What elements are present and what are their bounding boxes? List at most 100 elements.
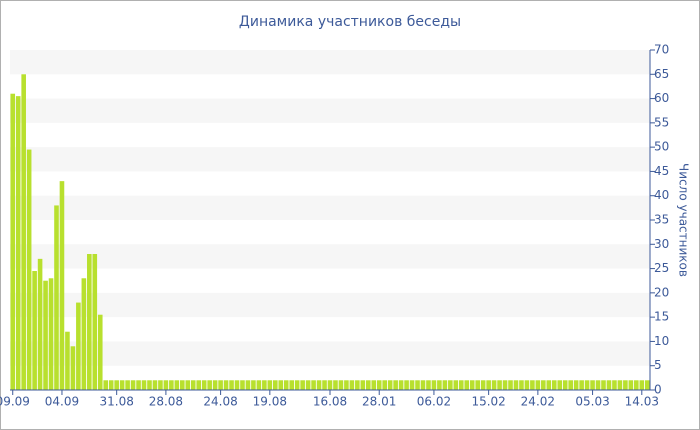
bar bbox=[147, 380, 152, 390]
bar bbox=[617, 380, 623, 390]
bar bbox=[541, 380, 546, 390]
bar bbox=[311, 380, 316, 390]
bar bbox=[300, 380, 305, 390]
bar bbox=[420, 380, 426, 390]
bar bbox=[70, 346, 76, 390]
bar bbox=[393, 380, 398, 390]
bar bbox=[557, 380, 563, 390]
bar bbox=[10, 93, 16, 390]
bar bbox=[480, 380, 486, 390]
bar bbox=[245, 380, 251, 390]
bar bbox=[81, 278, 87, 390]
grid-bands bbox=[10, 50, 650, 366]
x-tick-label: 19.08 bbox=[253, 395, 287, 409]
bar bbox=[207, 380, 212, 390]
bar bbox=[562, 380, 568, 390]
bar bbox=[76, 302, 81, 390]
bar bbox=[628, 380, 634, 390]
bar bbox=[322, 380, 327, 390]
x-tick-label: 28.08 bbox=[149, 395, 183, 409]
bar bbox=[333, 380, 338, 390]
bar bbox=[530, 380, 535, 390]
bar bbox=[376, 380, 382, 390]
bar bbox=[251, 380, 256, 390]
bar bbox=[371, 380, 377, 390]
y-tick-label: 15 bbox=[654, 310, 669, 324]
bar bbox=[442, 380, 448, 390]
bar bbox=[453, 380, 459, 390]
bar bbox=[229, 380, 234, 390]
bar bbox=[546, 380, 552, 390]
bar bbox=[426, 380, 431, 390]
bar bbox=[223, 380, 229, 390]
bar bbox=[267, 380, 273, 390]
y-tick-label: 35 bbox=[654, 213, 669, 227]
bar bbox=[639, 380, 645, 390]
bar bbox=[262, 380, 267, 390]
bar bbox=[387, 380, 393, 390]
y-tick-label: 40 bbox=[654, 188, 669, 202]
bar bbox=[644, 380, 650, 390]
y-tick-label: 45 bbox=[654, 164, 669, 178]
bar bbox=[595, 380, 601, 390]
bar bbox=[65, 331, 70, 390]
bar bbox=[437, 380, 442, 390]
bar bbox=[26, 149, 32, 390]
bar bbox=[475, 380, 480, 390]
x-tick-label: 31.08 bbox=[99, 395, 133, 409]
chart-title: Динамика участников беседы bbox=[239, 14, 461, 30]
bar bbox=[125, 380, 130, 390]
y-tick-label: 30 bbox=[654, 237, 669, 251]
bar bbox=[174, 380, 180, 390]
bar bbox=[190, 380, 196, 390]
y-tick-label: 5 bbox=[654, 358, 662, 372]
bar bbox=[234, 380, 240, 390]
bar bbox=[464, 380, 470, 390]
bar bbox=[590, 380, 595, 390]
bar bbox=[398, 380, 404, 390]
bar bbox=[327, 380, 333, 390]
y-tick-label: 60 bbox=[654, 91, 669, 105]
bar bbox=[43, 280, 48, 390]
grid-band bbox=[10, 147, 650, 172]
bar bbox=[273, 380, 278, 390]
bar bbox=[502, 380, 508, 390]
bar bbox=[508, 380, 513, 390]
bar bbox=[294, 380, 300, 390]
bar bbox=[97, 314, 103, 390]
bar bbox=[54, 205, 59, 390]
bar bbox=[623, 380, 628, 390]
bar bbox=[431, 380, 437, 390]
bar bbox=[568, 380, 573, 390]
y-tick-label: 25 bbox=[654, 261, 669, 275]
x-tick-label: 09.09 bbox=[0, 395, 30, 409]
x-tick-label: 04.09 bbox=[45, 395, 79, 409]
bar bbox=[355, 380, 360, 390]
bar bbox=[37, 258, 43, 390]
y-tick-label: 0 bbox=[654, 383, 662, 397]
grid-band bbox=[10, 98, 650, 123]
bar bbox=[283, 380, 289, 390]
x-tick-label: 15.02 bbox=[471, 395, 505, 409]
y-tick-label: 50 bbox=[654, 140, 669, 154]
x-tick-label: 14.03 bbox=[625, 395, 659, 409]
bar bbox=[519, 380, 524, 390]
grid-band bbox=[10, 195, 650, 220]
bar bbox=[486, 380, 491, 390]
x-tick-label: 16.08 bbox=[313, 395, 347, 409]
bar bbox=[163, 380, 169, 390]
grid-band bbox=[10, 292, 650, 318]
bar bbox=[201, 380, 207, 390]
bar bbox=[448, 380, 453, 390]
bar bbox=[524, 380, 530, 390]
y-axis-title: Число участников bbox=[677, 163, 691, 277]
bar bbox=[535, 380, 541, 390]
bar bbox=[579, 380, 584, 390]
bar bbox=[606, 380, 612, 390]
y-tick-label: 55 bbox=[654, 115, 669, 129]
bar bbox=[180, 380, 185, 390]
grid-band bbox=[10, 50, 650, 75]
bar bbox=[218, 380, 223, 390]
